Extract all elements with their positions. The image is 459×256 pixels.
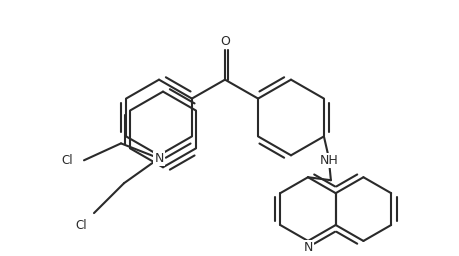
Text: Cl: Cl	[61, 154, 73, 167]
Text: O: O	[219, 35, 230, 48]
Text: N: N	[302, 241, 312, 254]
Text: Cl: Cl	[75, 219, 87, 231]
Text: NH: NH	[319, 154, 337, 167]
Text: N: N	[154, 152, 163, 165]
